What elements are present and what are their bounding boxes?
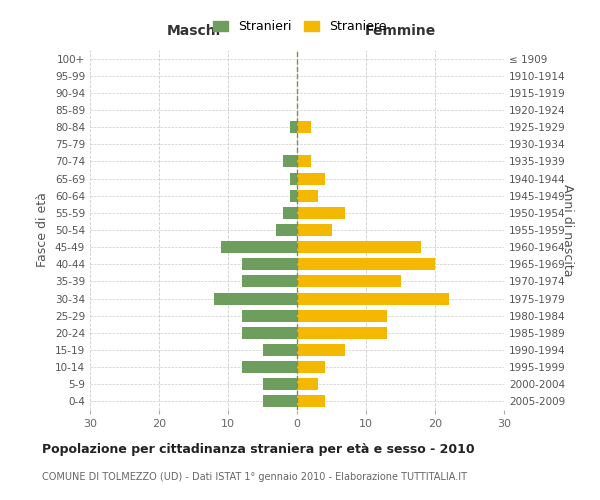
- Bar: [242, 258, 297, 270]
- Bar: [283, 156, 297, 168]
- Bar: [283, 207, 297, 219]
- Bar: [297, 378, 318, 390]
- Bar: [297, 156, 311, 168]
- Y-axis label: Anni di nascita: Anni di nascita: [561, 184, 574, 276]
- Bar: [290, 121, 297, 133]
- Legend: Stranieri, Straniere: Stranieri, Straniere: [207, 14, 393, 40]
- Bar: [297, 190, 318, 202]
- Bar: [297, 344, 346, 356]
- Bar: [297, 361, 325, 373]
- Bar: [297, 241, 421, 253]
- Y-axis label: Fasce di età: Fasce di età: [37, 192, 49, 268]
- Bar: [297, 207, 346, 219]
- Bar: [297, 121, 311, 133]
- Bar: [290, 190, 297, 202]
- Bar: [297, 172, 325, 184]
- Bar: [297, 292, 449, 304]
- Bar: [221, 241, 297, 253]
- Bar: [242, 361, 297, 373]
- Bar: [242, 327, 297, 339]
- Bar: [277, 224, 297, 236]
- Text: Popolazione per cittadinanza straniera per età e sesso - 2010: Popolazione per cittadinanza straniera p…: [42, 442, 475, 456]
- Bar: [263, 378, 297, 390]
- Bar: [297, 224, 331, 236]
- Bar: [297, 327, 387, 339]
- Bar: [297, 258, 435, 270]
- Text: Femmine: Femmine: [365, 24, 436, 38]
- Bar: [297, 276, 401, 287]
- Bar: [297, 396, 325, 407]
- Bar: [297, 310, 387, 322]
- Bar: [263, 396, 297, 407]
- Text: COMUNE DI TOLMEZZO (UD) - Dati ISTAT 1° gennaio 2010 - Elaborazione TUTTITALIA.I: COMUNE DI TOLMEZZO (UD) - Dati ISTAT 1° …: [42, 472, 467, 482]
- Bar: [242, 276, 297, 287]
- Bar: [290, 172, 297, 184]
- Bar: [242, 310, 297, 322]
- Bar: [263, 344, 297, 356]
- Bar: [214, 292, 297, 304]
- Text: Maschi: Maschi: [166, 24, 221, 38]
